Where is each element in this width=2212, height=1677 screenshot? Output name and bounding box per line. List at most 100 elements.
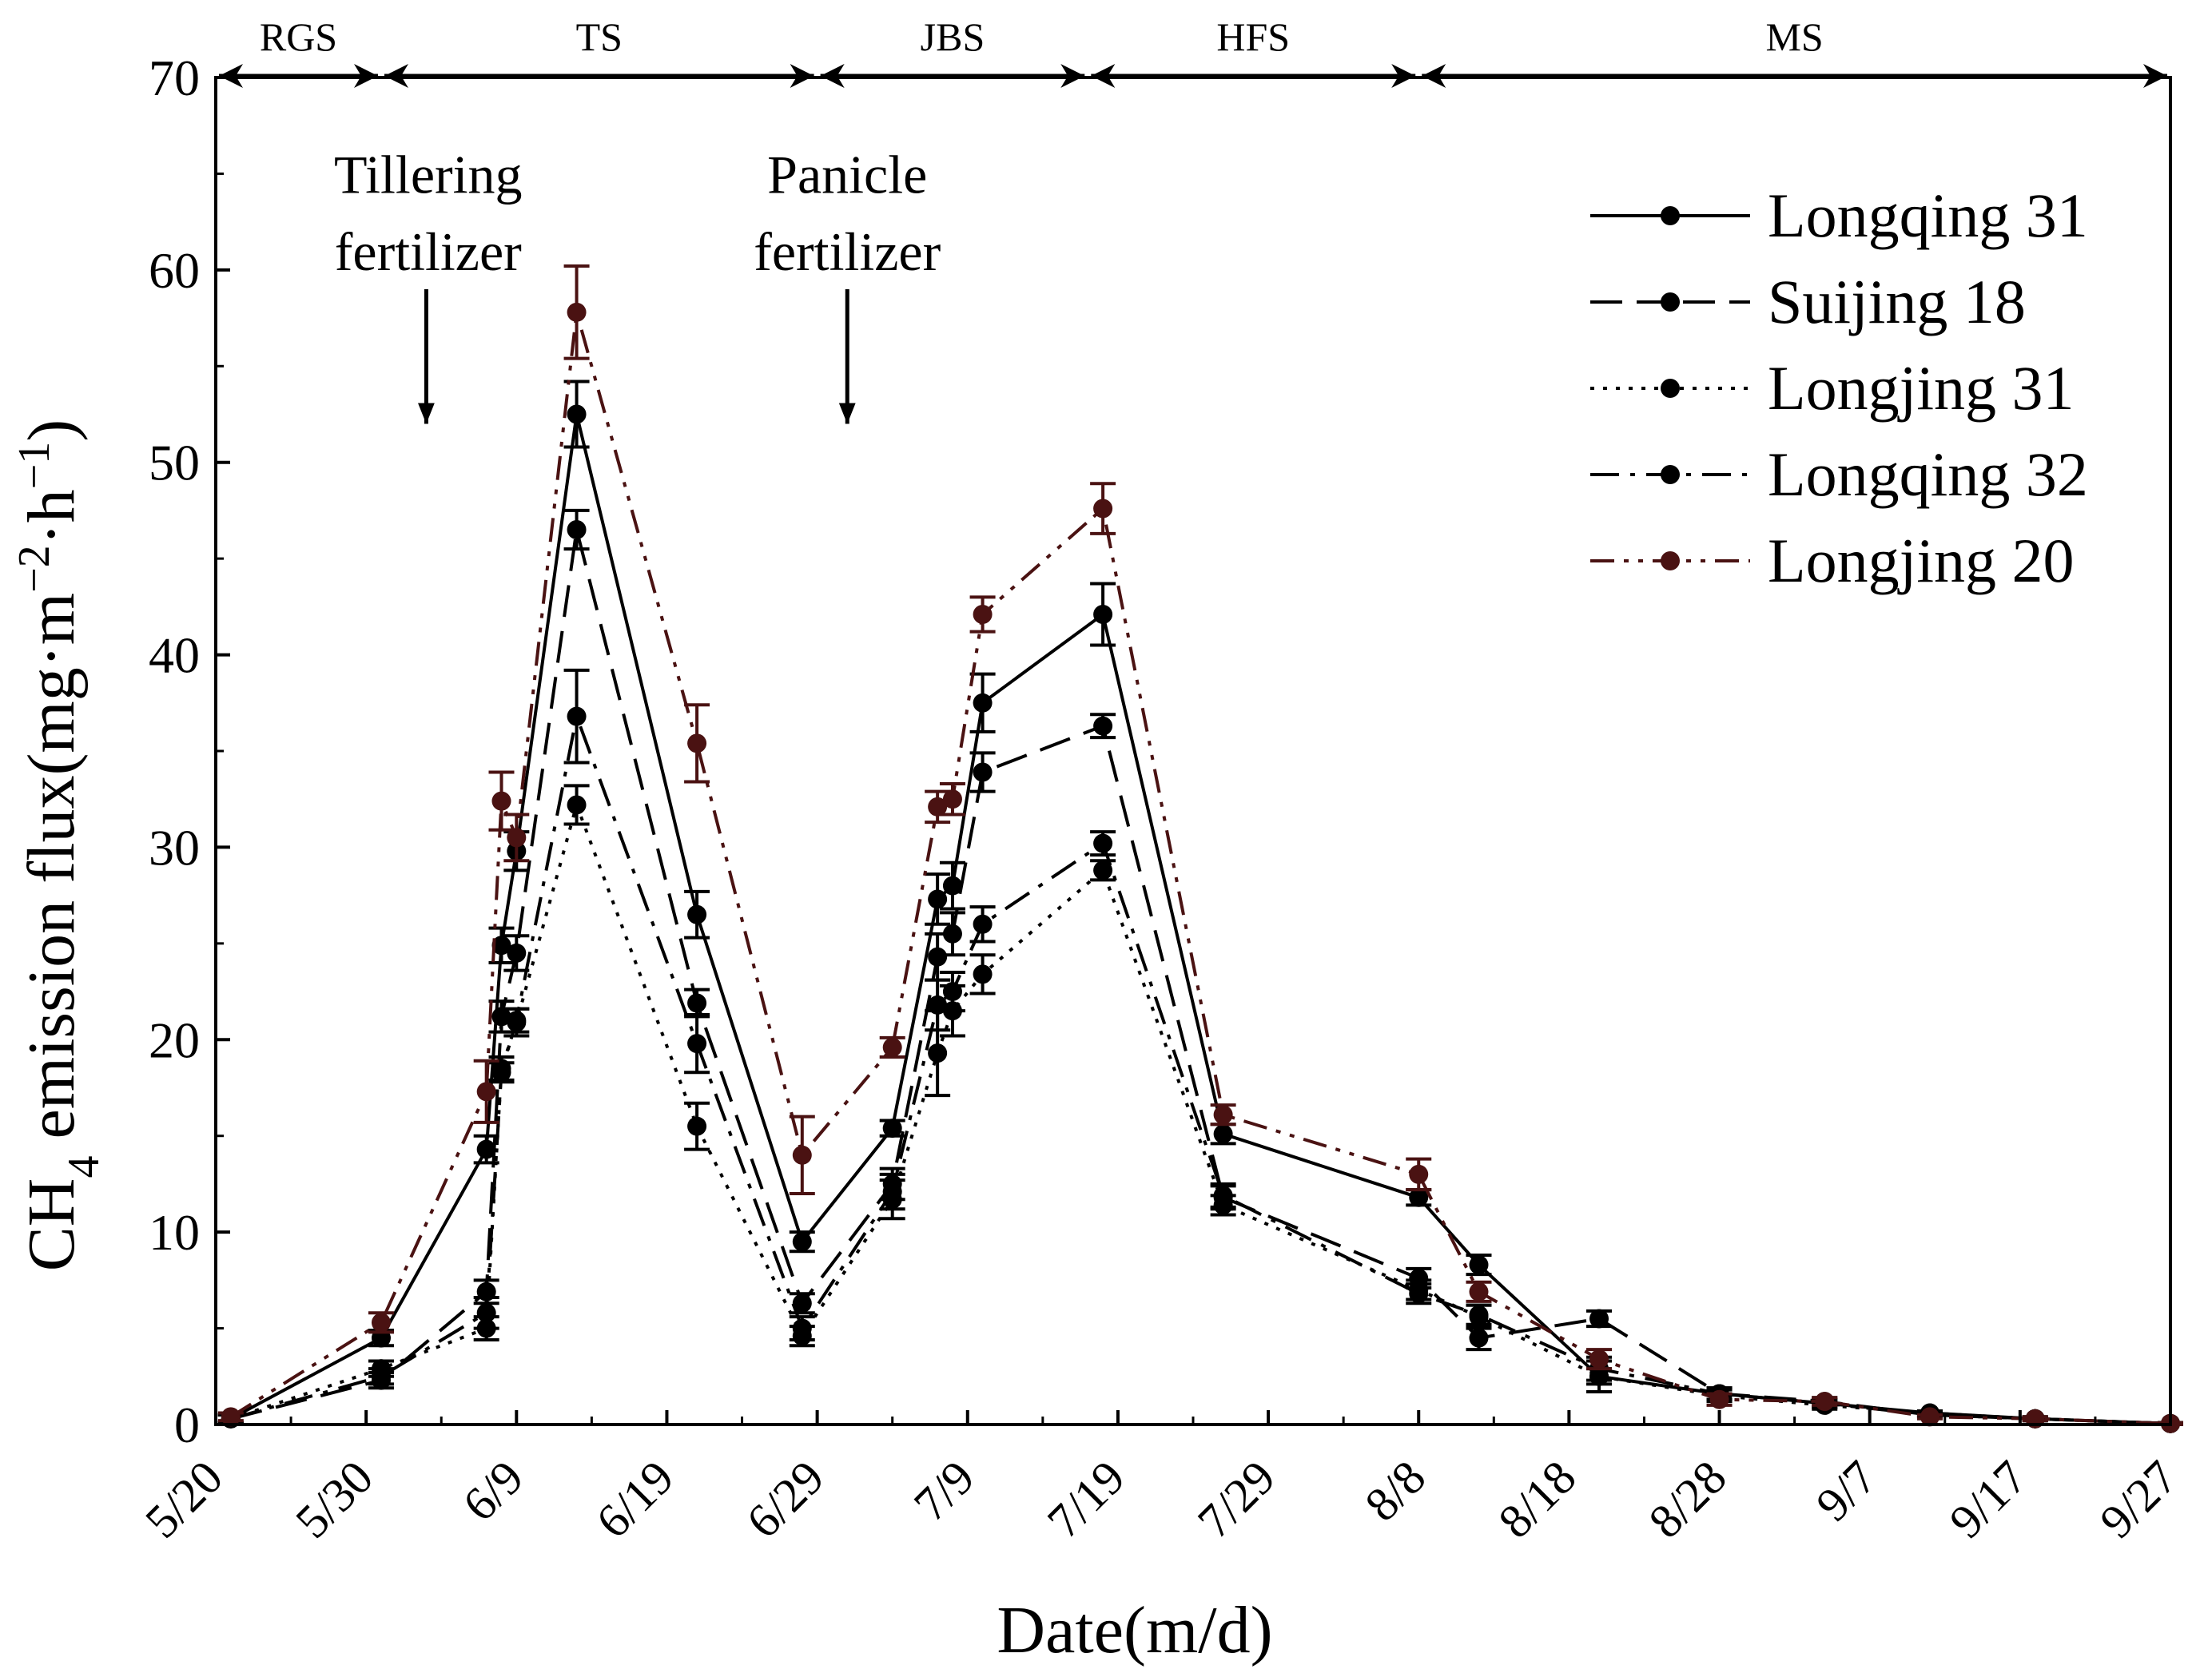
data-point [1093,716,1113,736]
data-point [973,964,993,984]
x-tick-label: 9/17 [1939,1451,2037,1548]
annotation-text: fertilizer [335,221,522,282]
data-point [687,1116,707,1136]
data-point [973,762,993,782]
data-point [1920,1407,1939,1427]
annotations: Tillering fertilizer Panicle fertilizer [334,144,941,424]
x-tick-label: 7/29 [1188,1451,1285,1548]
stage-label: HFS [1216,14,1290,59]
data-point [371,1366,391,1386]
data-point [1709,1389,1729,1409]
annotation-text: fertilizer [754,221,941,282]
data-point [1213,1124,1233,1144]
annotation-text: Panicle [767,144,927,205]
data-point [507,943,527,963]
series-longjing-20 [217,264,2183,1433]
data-point [1213,1186,1233,1206]
data-point [882,1037,902,1057]
legend-entry: Longjing 31 [1590,353,2075,423]
legend-marker [1661,292,1680,312]
data-point [973,604,993,624]
stage-label: MS [1765,14,1823,59]
data-point [882,1182,902,1202]
stage-label: JBS [921,14,985,59]
data-point [1093,833,1113,853]
data-point [476,1082,496,1102]
data-point [491,791,511,811]
stage-label: RGS [260,14,337,59]
data-point [928,889,948,909]
data-point [567,404,587,424]
legend-label: Longjing 31 [1768,353,2075,423]
legend-label: Suijing 18 [1768,267,2026,336]
data-point [1093,499,1113,519]
legend-label: Longqing 32 [1768,439,2088,509]
data-point [792,1232,812,1252]
x-tick-label: 6/29 [737,1451,834,1548]
legend: Longqing 31 Suijing 18 Longjing 31 Longqing… [1590,181,2088,595]
y-tick-label: 70 [149,50,200,106]
data-point [942,789,962,809]
y-tick-label: 20 [149,1011,200,1068]
data-point [1469,1255,1489,1275]
y-tick-label: 40 [149,627,200,684]
y-tick-label: 0 [174,1397,200,1453]
data-point [882,1119,902,1139]
data-point [792,1145,812,1165]
data-point [567,706,587,726]
series-suijing-18 [217,508,2183,1433]
data-point [1469,1282,1489,1301]
legend-entry: Longqing 31 [1590,181,2088,250]
data-point [792,1294,812,1313]
legend-entry: Longjing 20 [1590,526,2075,595]
data-point [476,1303,496,1323]
y-tick-label: 30 [149,819,200,876]
x-tick-label: 8/28 [1639,1451,1737,1548]
x-tick-label: 9/7 [1806,1451,1887,1532]
annotation-text: Tillering [334,144,523,205]
y-tick-label: 60 [149,242,200,299]
stage-label: TS [576,14,623,59]
data-point [507,828,527,848]
data-point [1469,1328,1489,1348]
x-tick-label: 6/9 [453,1451,534,1532]
series-line [230,710,2171,1425]
x-tick-label: 5/20 [135,1451,233,1548]
data-point [973,914,993,934]
data-point [567,302,587,322]
y-tick-label: 10 [149,1204,200,1261]
data-point [928,947,948,967]
x-axis-label: Date(m/d) [997,1593,1272,1667]
series-line [229,312,2171,1425]
x-tick-label: 9/27 [2090,1451,2187,1548]
data-point [491,1007,511,1027]
data-point [1589,1349,1609,1369]
y-axis-label: CH4 emission flux(mg·m−2·h−1) [10,419,109,1271]
data-point [1409,1164,1429,1184]
x-tick-label: 7/9 [904,1451,985,1532]
legend-marker [1661,465,1680,484]
data-point [928,797,948,817]
data-point [1589,1309,1609,1329]
legend-entry: Longqing 32 [1590,439,2088,509]
legend-marker [1661,206,1680,225]
data-point [1213,1105,1233,1125]
data-point [371,1313,391,1333]
y-tick-label: 50 [149,435,200,491]
plot-area [217,264,2183,1433]
data-point [491,936,511,956]
series-longqing-32 [217,668,2183,1433]
data-point [942,924,962,944]
x-tick-label: 6/19 [587,1451,684,1548]
stage-bar: RGS TS JBS HFS MS [219,14,2167,88]
data-point [221,1407,241,1427]
data-point [687,1034,707,1054]
data-point [1815,1392,1835,1412]
data-point [476,1139,496,1159]
data-point [1469,1305,1489,1325]
legend-label: Longjing 20 [1768,526,2075,595]
data-point [792,1318,812,1338]
data-point [567,795,587,815]
data-point [1409,1284,1429,1304]
